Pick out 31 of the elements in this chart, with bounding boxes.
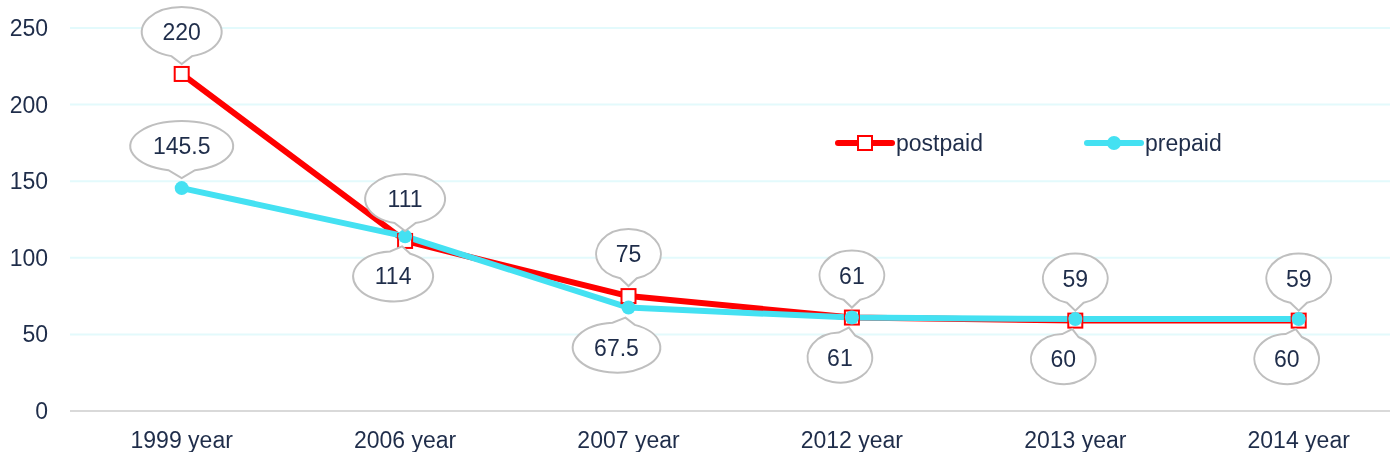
point — [621, 300, 636, 315]
y-tick-label: 250 — [9, 15, 48, 41]
data-label: 59 — [1062, 265, 1089, 292]
y-tick-label: 200 — [9, 91, 48, 118]
point — [173, 65, 190, 82]
data-label: 60 — [1273, 346, 1300, 373]
point — [620, 288, 637, 305]
data-label: 145.5 — [152, 133, 211, 160]
data-label: 61 — [839, 262, 865, 289]
y-tick-label: 150 — [9, 168, 48, 195]
x-tick-label: 2013 year — [1024, 427, 1127, 452]
x-tick-label: 2007 year — [577, 427, 680, 452]
legend-label: postpaid — [896, 130, 983, 156]
data-label: 60 — [1050, 346, 1077, 373]
data-label: 59 — [1285, 265, 1312, 292]
data-label: 75 — [615, 241, 642, 268]
data-label: 67.5 — [594, 334, 639, 361]
data-label: 114 — [374, 263, 412, 290]
legend-label: prepaid — [1145, 130, 1222, 156]
point — [174, 181, 189, 196]
x-tick-label: 2014 year — [1247, 427, 1351, 452]
x-tick-label: 2006 year — [353, 427, 457, 452]
data-label: 220 — [162, 18, 201, 45]
x-tick-label: 2012 year — [800, 427, 904, 452]
point — [398, 229, 413, 244]
data-label: 111 — [387, 185, 423, 212]
y-tick-label: 100 — [9, 244, 48, 271]
data-label: 61 — [827, 344, 853, 371]
y-tick-label: 0 — [35, 398, 48, 424]
x-tick-label: 1999 year — [130, 427, 234, 452]
y-tick-label: 50 — [22, 321, 48, 348]
